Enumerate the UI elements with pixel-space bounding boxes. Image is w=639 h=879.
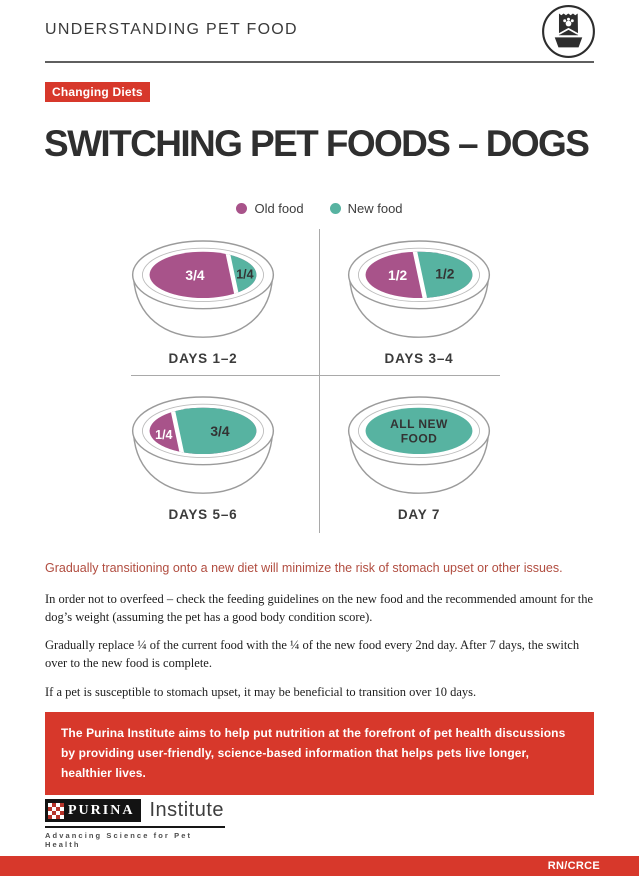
paragraph-replace: Gradually replace ¼ of the current food … xyxy=(45,638,580,671)
bowl-label-day-7: DAY 7 xyxy=(397,507,441,522)
logo-tagline: Advancing Science for Pet Health xyxy=(45,831,193,849)
body-paragraphs: In order not to overfeed – check the fee… xyxy=(45,590,597,711)
old-fraction-label: 3/4 xyxy=(185,268,205,283)
new-food-dot-icon xyxy=(329,203,341,214)
old-fraction-label: 1/2 xyxy=(388,268,408,283)
bottom-red-bar: RN/CRCE xyxy=(0,856,639,876)
document-code: RN/CRCE xyxy=(547,860,600,872)
all-new-food-label-line1: ALL NEW xyxy=(390,417,448,431)
logo-divider xyxy=(45,826,225,828)
new-fraction-label: 1/4 xyxy=(236,267,253,281)
institute-text: Institute xyxy=(149,799,224,821)
bowl-cell-days-1-2: 3/4 1/4 DAYS 1–2 xyxy=(118,233,288,366)
pet-food-bag-and-bowl-icon xyxy=(542,5,595,58)
section-badge: Changing Diets xyxy=(45,82,150,102)
new-fraction-label: 3/4 xyxy=(210,424,230,439)
bowl-cell-days-3-4: 1/2 1/2 DAYS 3–4 xyxy=(334,233,504,366)
page-title: SWITCHING PET FOODS – DOGS xyxy=(44,123,590,164)
page-header-title: UNDERSTANDING PET FOOD xyxy=(45,21,298,38)
old-fraction-label: 1/4 xyxy=(155,428,172,442)
purina-wordmark: PURINA xyxy=(45,799,142,822)
legend: Old food New food xyxy=(0,201,639,216)
legend-old-label: Old food xyxy=(254,201,304,216)
new-fraction-label: 1/2 xyxy=(435,266,455,281)
purina-institute-logo: PURINA Institute Advancing Science for P… xyxy=(45,799,231,849)
bowl-graphic-day-7: ALL NEW FOOD xyxy=(347,396,491,494)
bowl-graphic-days-1-2: 3/4 1/4 xyxy=(131,240,275,338)
purina-brand-text: PURINA xyxy=(68,802,135,818)
old-food-dot-icon xyxy=(236,203,248,214)
purina-checkerboard-icon xyxy=(48,802,64,819)
highlight-sentence: Gradually transitioning onto a new diet … xyxy=(45,561,563,575)
paragraph-susceptible: If a pet is susceptible to stomach upset… xyxy=(45,684,477,699)
purina-institute-callout: The Purina Institute aims to help put nu… xyxy=(45,712,594,796)
vertical-divider xyxy=(319,229,320,533)
bowl-label-days-5-6: DAYS 5–6 xyxy=(168,507,238,522)
bowl-graphic-days-3-4: 1/2 1/2 xyxy=(347,240,491,338)
header-divider xyxy=(45,61,594,63)
bowl-graphic-days-5-6: 1/4 3/4 xyxy=(131,396,275,494)
bowl-label-days-1-2: DAYS 1–2 xyxy=(168,351,238,366)
bowl-label-days-3-4: DAYS 3–4 xyxy=(384,351,454,366)
all-new-food-label-line2: FOOD xyxy=(401,431,438,445)
legend-new-label: New food xyxy=(347,201,403,216)
paragraph-overfeed: In order not to overfeed – check the fee… xyxy=(45,592,594,625)
legend-item-old-food: Old food xyxy=(236,201,304,216)
legend-item-new-food: New food xyxy=(329,201,403,216)
bowl-cell-days-5-6: 1/4 3/4 DAYS 5–6 xyxy=(118,389,288,522)
horizontal-divider xyxy=(131,375,500,376)
bowl-cell-day-7: ALL NEW FOOD DAY 7 xyxy=(334,389,504,522)
